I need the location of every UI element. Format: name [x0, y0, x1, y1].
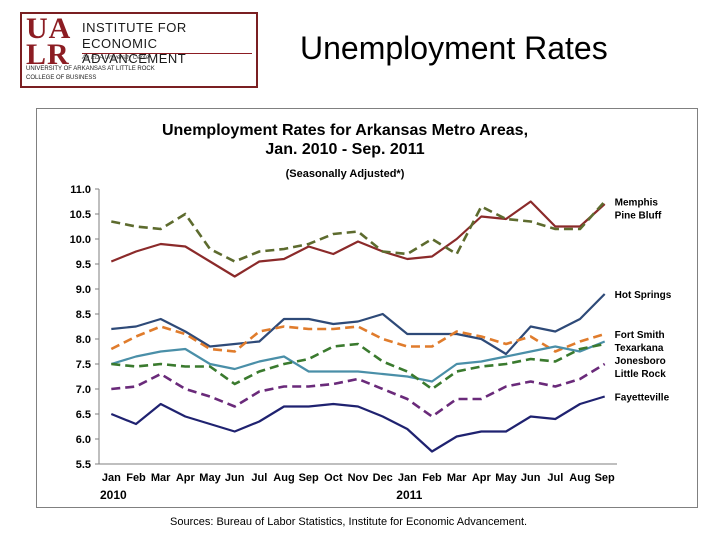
series-line-jonesboro	[111, 342, 605, 391]
x-tick-label: Jan	[398, 472, 417, 484]
y-tick-label: 9.5	[76, 259, 91, 271]
series-line-pine-bluff	[110, 200, 606, 278]
chart-subtitle: (Seasonally Adjusted*)	[286, 168, 405, 180]
year-label: 2011	[396, 488, 422, 502]
y-tick-label: 6.5	[76, 409, 91, 421]
series-line-fort-smith	[110, 325, 606, 353]
x-tick-label: Apr	[472, 472, 492, 484]
series-line-hot-springs	[111, 293, 606, 356]
logo-college: COLLEGE OF BUSINESS	[26, 75, 97, 81]
y-tick-label: 6.0	[76, 434, 91, 446]
logo-line2: ECONOMIC ADVANCEMENT	[82, 36, 187, 66]
institute-logo: UA LR INSTITUTE FOR ECONOMIC ADVANCEMENT…	[20, 12, 258, 88]
x-tick-label: Aug	[273, 472, 294, 484]
series-line-little-rock	[111, 362, 606, 418]
y-tick-label: 5.5	[76, 459, 91, 471]
slide-title: Unemployment Rates	[300, 30, 608, 66]
x-tick-label: Jun	[521, 472, 541, 484]
logo-tagline: An EDA University Center	[82, 55, 151, 61]
x-tick-label: Dec	[373, 472, 393, 484]
unemployment-line-chart: Unemployment Rates for Arkansas Metro Ar…	[70, 122, 672, 502]
x-tick-label: Aug	[569, 472, 590, 484]
y-tick-label: 7.5	[76, 359, 91, 371]
logo-line1: INSTITUTE FOR	[82, 20, 187, 35]
chart-title-line1: Unemployment Rates for Arkansas Metro Ar…	[162, 122, 528, 139]
x-tick-label: Nov	[348, 472, 370, 484]
series-line-texarkana	[110, 340, 606, 383]
logo-divider	[82, 53, 252, 54]
logo-letters-top: UA	[26, 12, 72, 45]
y-tick-label: 7.0	[76, 384, 91, 396]
x-tick-label: Apr	[176, 472, 196, 484]
ualr-monogram: UA LR	[26, 12, 72, 71]
y-tick-label: 8.5	[76, 309, 91, 321]
x-tick-label: Sep	[299, 472, 319, 484]
series-label-memphis: Memphis	[615, 198, 659, 209]
series-label-little-rock: Little Rock	[615, 369, 667, 380]
chart-frame: Unemployment Rates for Arkansas Metro Ar…	[36, 108, 698, 508]
y-tick-label: 8.0	[76, 334, 91, 346]
x-tick-label: May	[495, 472, 517, 484]
x-tick-label: Feb	[126, 472, 146, 484]
x-tick-label: Jul	[547, 472, 563, 484]
year-label: 2010	[100, 488, 127, 502]
x-tick-label: May	[199, 472, 221, 484]
series-label-fayetteville: Fayetteville	[615, 393, 670, 404]
sources-note: Sources: Bureau of Labor Statistics, Ins…	[170, 516, 528, 528]
series-label-texarkana: Texarkana	[615, 343, 664, 354]
series-label-hot-springs: Hot Springs	[615, 290, 672, 301]
x-tick-label: Mar	[151, 472, 171, 484]
x-tick-label: Feb	[422, 472, 442, 484]
series-label-pine-bluff: Pine Bluff	[615, 211, 662, 222]
x-tick-label: Oct	[324, 472, 343, 484]
series-label-jonesboro: Jonesboro	[615, 356, 666, 367]
series-line-fayetteville	[110, 395, 606, 453]
y-tick-label: 10.0	[70, 234, 91, 246]
x-tick-label: Sep	[595, 472, 615, 484]
y-tick-label: 10.5	[70, 209, 91, 221]
series-line-memphis	[111, 200, 606, 263]
logo-university: UNIVERSITY OF ARKANSAS AT LITTLE ROCK	[26, 66, 155, 72]
y-tick-label: 9.0	[76, 284, 91, 296]
x-tick-label: Jul	[251, 472, 267, 484]
series-label-fort-smith: Fort Smith	[615, 330, 665, 341]
x-tick-label: Mar	[447, 472, 467, 484]
y-tick-label: 11.0	[70, 184, 91, 196]
x-tick-label: Jan	[102, 472, 121, 484]
chart-title-line2: Jan. 2010 - Sep. 2011	[265, 141, 424, 158]
x-tick-label: Jun	[225, 472, 245, 484]
logo-letters-bottom: LR	[26, 38, 70, 71]
